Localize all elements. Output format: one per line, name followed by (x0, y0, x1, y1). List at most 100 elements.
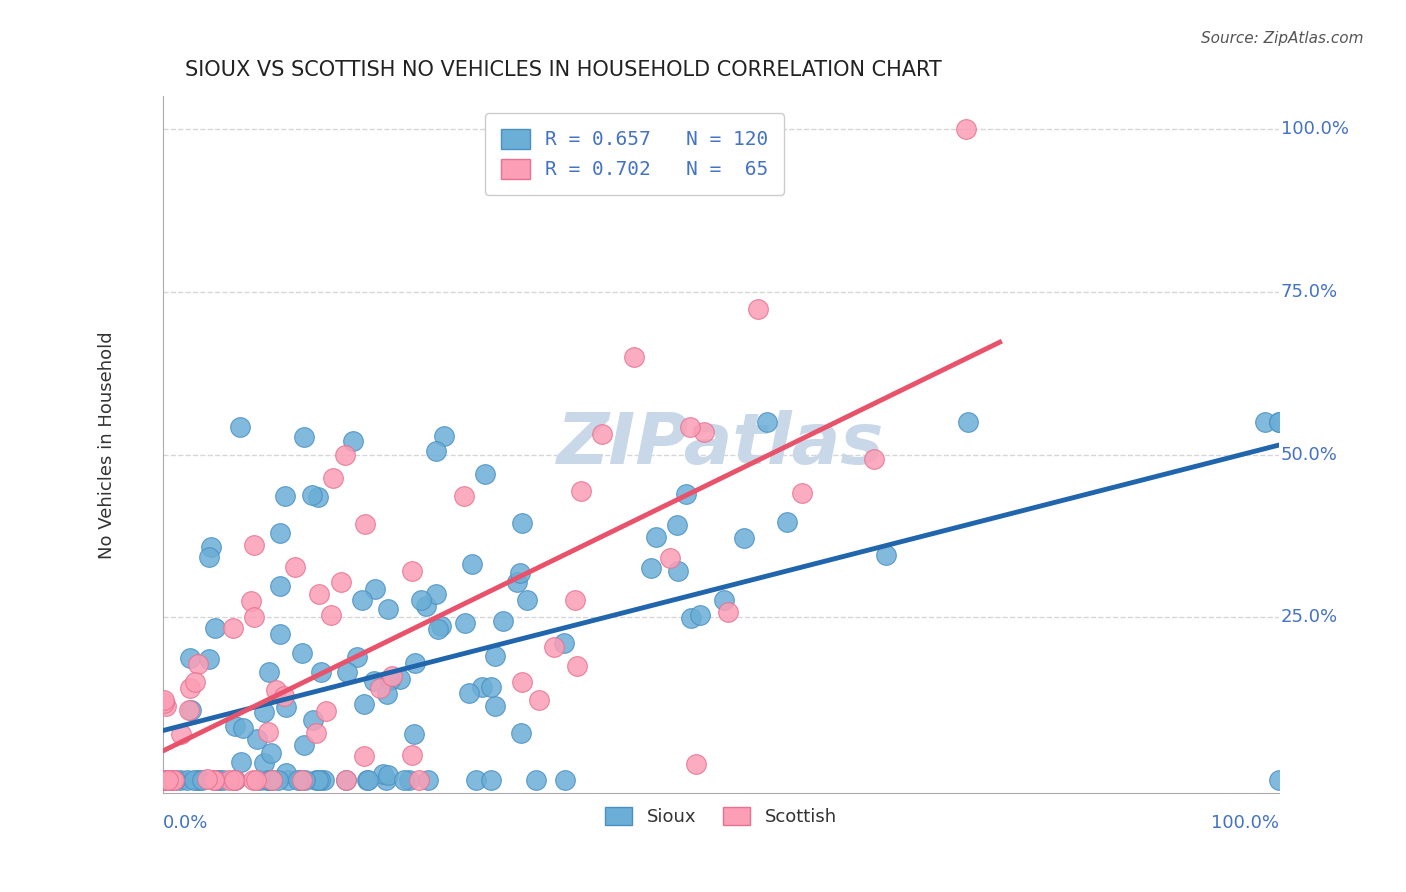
Sioux (200, 540, 222, 554)
Sioux (290, 773, 312, 788)
Sioux (554, 773, 576, 788)
Sioux (1267, 415, 1289, 429)
Sioux (1254, 415, 1277, 429)
Sioux (755, 415, 778, 429)
Sioux (179, 651, 201, 665)
Scottish (955, 122, 977, 136)
Scottish (155, 698, 177, 713)
Sioux (666, 564, 689, 578)
Sioux (479, 773, 502, 788)
Sioux (432, 428, 454, 442)
Sioux (679, 610, 702, 624)
Sioux (375, 687, 398, 701)
Sioux (506, 574, 529, 589)
Sioux (291, 646, 314, 660)
Sioux (458, 686, 481, 700)
Text: 100.0%: 100.0% (1211, 814, 1278, 832)
Sioux (430, 619, 453, 633)
Sioux (180, 703, 202, 717)
Scottish (322, 471, 344, 485)
Scottish (184, 674, 207, 689)
Sioux (187, 773, 209, 788)
Scottish (153, 773, 176, 788)
Sioux (484, 649, 506, 664)
Scottish (543, 640, 565, 655)
Sioux (301, 488, 323, 502)
Scottish (659, 550, 682, 565)
Sioux (208, 773, 231, 788)
Scottish (245, 773, 267, 788)
Sioux (305, 773, 328, 788)
Sioux (156, 773, 179, 788)
Scottish (335, 773, 357, 788)
Sioux (274, 766, 297, 780)
Scottish (623, 350, 645, 364)
Scottish (790, 486, 813, 500)
Scottish (187, 657, 209, 671)
Sioux (277, 773, 299, 788)
Scottish (315, 704, 337, 718)
Sioux (416, 773, 439, 788)
Sioux (404, 656, 426, 670)
Sioux (402, 727, 425, 741)
Scottish (224, 773, 246, 788)
Scottish (202, 773, 225, 788)
Sioux (689, 607, 711, 622)
Scottish (162, 773, 184, 788)
Sioux (363, 674, 385, 689)
Sioux (388, 672, 411, 686)
Scottish (260, 773, 283, 788)
Sioux (205, 773, 228, 788)
Scottish (153, 696, 176, 710)
Sioux (229, 755, 252, 769)
Scottish (218, 773, 240, 788)
Scottish (685, 757, 707, 772)
Sioux (956, 415, 979, 429)
Sioux (259, 773, 281, 788)
Sioux (269, 627, 291, 641)
Sioux (425, 444, 447, 458)
Scottish (368, 681, 391, 695)
Scottish (381, 669, 404, 683)
Sioux (346, 649, 368, 664)
Scottish (221, 621, 243, 635)
Sioux (260, 773, 283, 788)
Scottish (273, 689, 295, 703)
Sioux (516, 592, 538, 607)
Sioux (353, 698, 375, 712)
Scottish (242, 610, 264, 624)
Sioux (375, 773, 398, 788)
Scottish (152, 692, 174, 706)
Scottish (564, 592, 586, 607)
Scottish (308, 587, 330, 601)
Sioux (186, 773, 208, 788)
Sioux (479, 680, 502, 694)
Sioux (553, 636, 575, 650)
Sioux (152, 773, 174, 788)
Sioux (378, 673, 401, 687)
Sioux (294, 430, 316, 444)
Sioux (269, 525, 291, 540)
Sioux (427, 623, 450, 637)
Sioux (253, 756, 276, 770)
Sioux (294, 738, 316, 752)
Scottish (527, 693, 550, 707)
Scottish (243, 539, 266, 553)
Scottish (240, 594, 263, 608)
Sioux (352, 593, 374, 607)
Scottish (264, 683, 287, 698)
Sioux (336, 665, 359, 680)
Sioux (875, 549, 897, 563)
Sioux (776, 515, 799, 529)
Sioux (228, 419, 250, 434)
Scottish (169, 727, 191, 741)
Sioux (465, 773, 488, 788)
Sioux (165, 772, 187, 787)
Text: SIOUX VS SCOTTISH NO VEHICLES IN HOUSEHOLD CORRELATION CHART: SIOUX VS SCOTTISH NO VEHICLES IN HOUSEHO… (186, 60, 942, 79)
Sioux (253, 705, 276, 719)
Text: No Vehicles in Household: No Vehicles in Household (98, 331, 117, 558)
Sioux (204, 621, 226, 635)
Sioux (276, 700, 298, 714)
Sioux (312, 773, 335, 788)
Sioux (212, 773, 235, 788)
